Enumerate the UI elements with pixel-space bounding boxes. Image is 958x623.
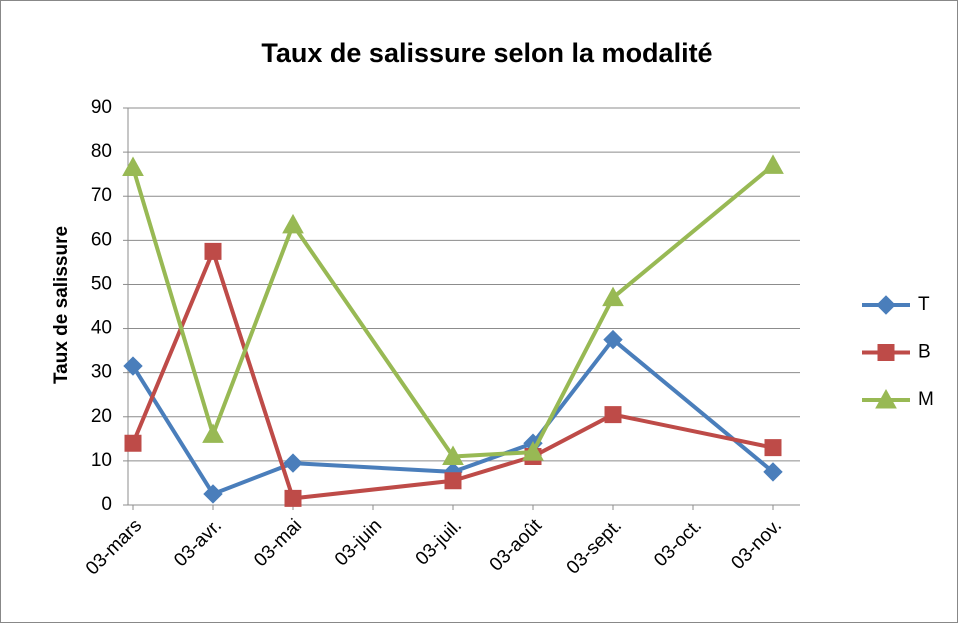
marker	[124, 434, 142, 452]
y-axis-label: Taux de salissure	[51, 226, 72, 384]
marker	[604, 406, 622, 424]
y-tick-label: 80	[91, 141, 112, 162]
marker	[123, 356, 143, 376]
marker	[442, 445, 464, 465]
marker	[764, 439, 782, 457]
y-tick-label: 30	[91, 362, 112, 383]
legend-label: B	[918, 342, 931, 363]
marker	[603, 329, 623, 350]
legend-label: M	[918, 389, 934, 410]
marker	[204, 242, 222, 260]
y-tick-label: 90	[91, 97, 112, 118]
marker	[444, 472, 462, 490]
marker	[763, 462, 783, 482]
marker	[203, 484, 223, 504]
legend-marker	[875, 388, 897, 409]
chart-title: Taux de salissure selon la modalité	[261, 38, 712, 68]
marker	[282, 213, 304, 234]
marker	[283, 453, 303, 473]
y-tick-label: 70	[91, 185, 112, 206]
legend-label: T	[918, 294, 930, 315]
y-tick-label: 0	[101, 494, 112, 515]
marker	[284, 489, 302, 507]
legend-marker	[877, 344, 895, 361]
y-tick-label: 20	[91, 406, 112, 427]
marker	[122, 156, 144, 177]
marker	[202, 423, 224, 443]
marker	[762, 154, 784, 174]
y-tick-label: 50	[91, 273, 112, 294]
y-tick-label: 40	[91, 318, 112, 339]
legend-marker	[876, 295, 896, 315]
y-tick-label: 60	[91, 229, 112, 250]
y-tick-label: 10	[91, 450, 112, 471]
marker	[522, 441, 544, 461]
marker	[602, 286, 624, 307]
